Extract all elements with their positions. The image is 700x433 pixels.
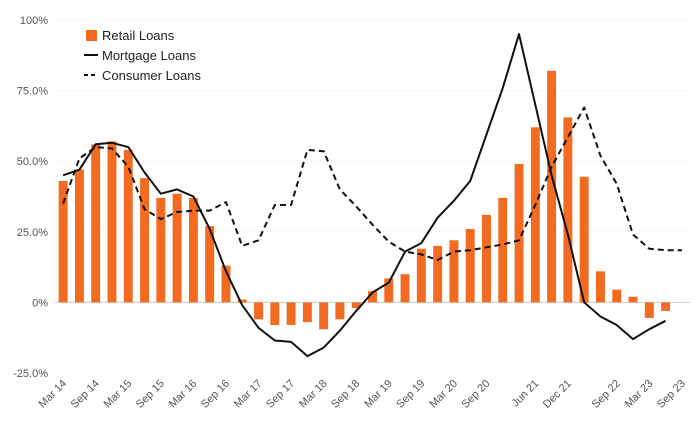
retail-loans-bar [140,178,150,303]
retail-loans-bar [416,248,426,303]
retail-loans-bar [107,141,117,303]
retail-loans-bar [319,302,329,330]
x-tick-label: Sep 20 [459,378,492,411]
retail-loans-bar [368,291,377,303]
retail-loans-bar [123,149,133,303]
x-tick-label: Sep 23 [655,378,688,411]
x-tick-label: Sep 14 [69,378,102,411]
retail-loans-bar [579,176,589,303]
y-tick-label: 75.0% [17,86,48,98]
legend-label-mortgage-loans: Mortgage Loans [102,48,196,63]
retail-loans-bar [302,302,312,323]
retail-loans-bar [270,302,280,325]
x-tick-label: Sep 16 [199,378,232,411]
legend-label-retail-loans: Retail Loans [102,28,175,43]
legend: Retail Loans Mortgage Loans Consumer Loa… [84,28,201,83]
x-tick-label: Sep 18 [329,378,362,411]
x-axis: Mar 14 Sep 14 Mar 15 Sep 15 Mar 16 Sep 16 Mar … [37,378,688,411]
retail-loans-bar [449,240,459,303]
retail-loans-bars [58,70,671,330]
mortgage-loans-line [62,33,667,358]
x-tick-label: Mar 14 [37,378,70,411]
retail-loans-bar [58,180,68,303]
retail-loans-bar [384,278,394,303]
retail-loans-bar [498,197,508,303]
retail-loans-bar [172,193,182,303]
retail-loans-bar [628,296,638,303]
retail-loans-bar [188,197,198,303]
y-tick-label: -25.0% [13,368,48,380]
retail-loans-bar [644,302,654,318]
legend-label-consumer-loans: Consumer Loans [102,68,201,83]
retail-loans-bar [286,302,296,325]
retail-loans-bar [156,197,166,303]
retail-loans-bar [563,117,573,303]
y-tick-label: 0% [32,297,48,309]
y-tick-label: 25.0% [17,227,48,239]
retail-loans-bar [481,214,491,303]
legend-swatch-retail-loans [86,30,97,41]
retail-loans-bar [74,169,84,303]
retail-loans-bar [465,228,475,303]
x-tick-label: Dec 21 [541,378,574,411]
x-tick-label: Sep 22 [590,378,623,411]
x-tick-label: Mar 23 [623,378,656,411]
retail-loans-bar [612,289,622,303]
x-tick-label: Mar 20 [427,378,460,411]
retail-loans-bar [254,302,264,320]
retail-loans-bar [221,265,231,303]
y-axis: -25.0% 0% 25.0% 50.0% 75.0% 100% [13,15,48,380]
retail-loans-bar [433,245,443,303]
x-tick-label: Mar 15 [102,378,135,411]
retail-loans-bar [400,274,410,303]
retail-loans-bar [237,299,247,303]
x-tick-label: Sep 19 [394,378,427,411]
x-tick-label: Jun 21 [510,378,542,410]
x-tick-label: Sep 17 [264,378,297,411]
y-tick-label: 100% [20,15,48,27]
loan-lines [62,33,682,358]
consumer-loans-line [62,106,682,261]
x-tick-label: Mar 18 [297,378,330,411]
retail-loans-bar [351,302,361,309]
retail-loans-bar [547,70,557,303]
retail-loans-bar [205,226,215,303]
x-tick-label: Mar 16 [167,378,200,411]
retail-loans-bar [530,127,540,303]
x-tick-label: Sep 15 [134,378,167,411]
x-tick-label: Mar 17 [232,378,265,411]
retail-loans-bar [595,271,605,303]
retail-loans-bar [661,302,671,311]
x-tick-label: Mar 19 [362,378,395,411]
retail-loans-bar [91,144,101,303]
retail-loans-bar [514,164,524,303]
retail-loans-bar [335,302,345,320]
y-tick-label: 50.0% [17,156,48,168]
